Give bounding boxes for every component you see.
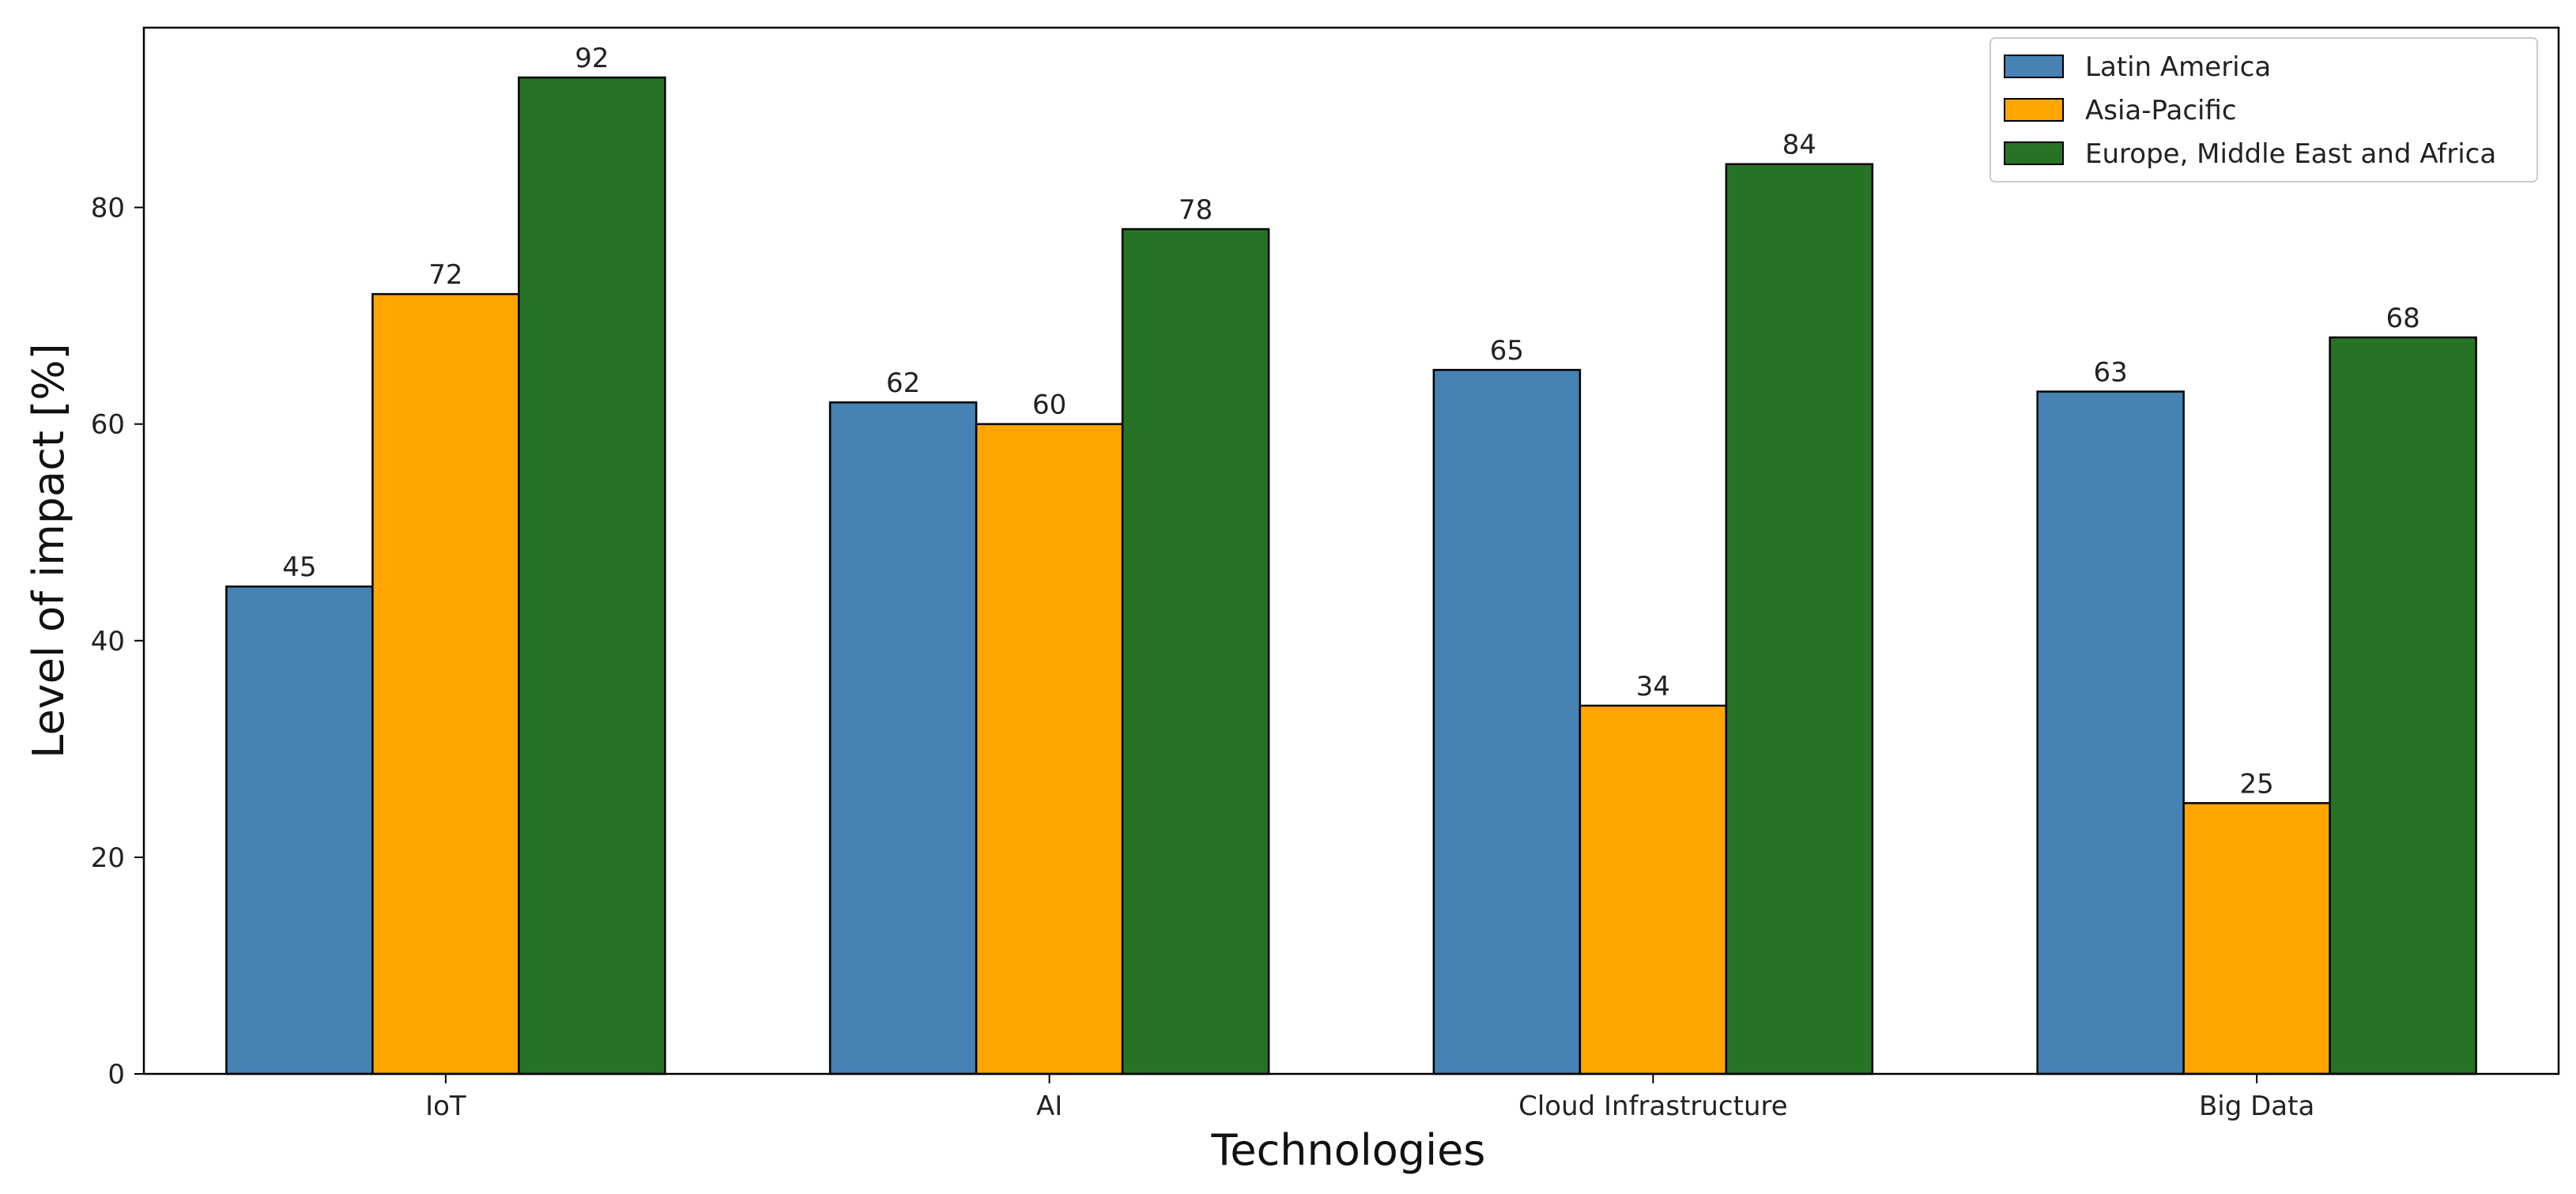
data-label: 68 [2386,303,2419,334]
bars-group [225,76,2477,1075]
legend-label-asia-pacific: Asia-Pacific [2085,95,2237,126]
bar-cloud-infrastructure-latin-america [1432,368,1582,1075]
x-tick-label: AI [1036,1090,1062,1122]
bar-ai-latin-america [828,401,978,1075]
bar-big-data-europe-middle-east-and-africa [2329,336,2477,1075]
y-tick-label: 60 [91,409,125,441]
bar-ai-asia-pacific [975,423,1124,1075]
data-label: 63 [2093,357,2127,389]
x-axis: IoT AI Cloud Infrastructure Big Data [425,1074,2314,1122]
data-label: 72 [428,259,462,291]
data-label: 25 [2239,768,2273,800]
legend-label-latin-america: Latin America [2085,51,2271,83]
legend-label-europe-middle-east-and-africa: Europe, Middle East and Africa [2085,138,2496,170]
legend-swatch-asia-pacific [2004,98,2064,122]
data-label: 84 [1782,130,1816,161]
bar-big-data-asia-pacific [2182,802,2331,1075]
y-tick-label: 80 [91,193,125,224]
bar-iot-latin-america [225,585,374,1075]
data-label: 92 [575,43,609,74]
legend-frame [1990,37,2538,183]
bar-ai-europe-middle-east-and-africa [1121,228,1270,1075]
plot-frame [142,26,2560,1075]
data-label: 34 [1636,671,1670,702]
y-axis: 0 20 40 60 80 [91,193,144,1090]
legend: Latin America Asia-Pacific Europe, Middle … [1990,37,2538,183]
data-label: 78 [1179,194,1213,226]
y-axis-title: Level of impact [%] [24,343,74,758]
data-label: 60 [1032,390,1066,421]
x-tick-label: Cloud Infrastructure [1518,1090,1788,1122]
data-label: 65 [1490,335,1524,367]
bar-cloud-infrastructure-europe-middle-east-and-africa [1725,163,1874,1075]
legend-swatch-europe-middle-east-and-africa [2004,141,2064,165]
y-tick-label: 20 [91,842,125,874]
x-tick-label: IoT [425,1090,466,1122]
x-axis-title: Technologies [1211,1125,1486,1175]
y-tick-label: 40 [91,626,125,657]
bar-iot-europe-middle-east-and-africa [518,76,666,1075]
bar-big-data-latin-america [2036,390,2185,1075]
data-label: 45 [282,552,316,583]
bar-iot-asia-pacific [372,292,520,1075]
x-tick-label: Big Data [2199,1090,2314,1122]
bar-cloud-infrastructure-asia-pacific [1578,704,1728,1075]
y-tick-label: 0 [107,1059,125,1090]
data-labels-group: 45 72 92 62 60 78 65 34 84 63 25 68 [282,43,2420,800]
legend-swatch-latin-america [2004,55,2064,78]
data-label: 62 [886,367,920,399]
